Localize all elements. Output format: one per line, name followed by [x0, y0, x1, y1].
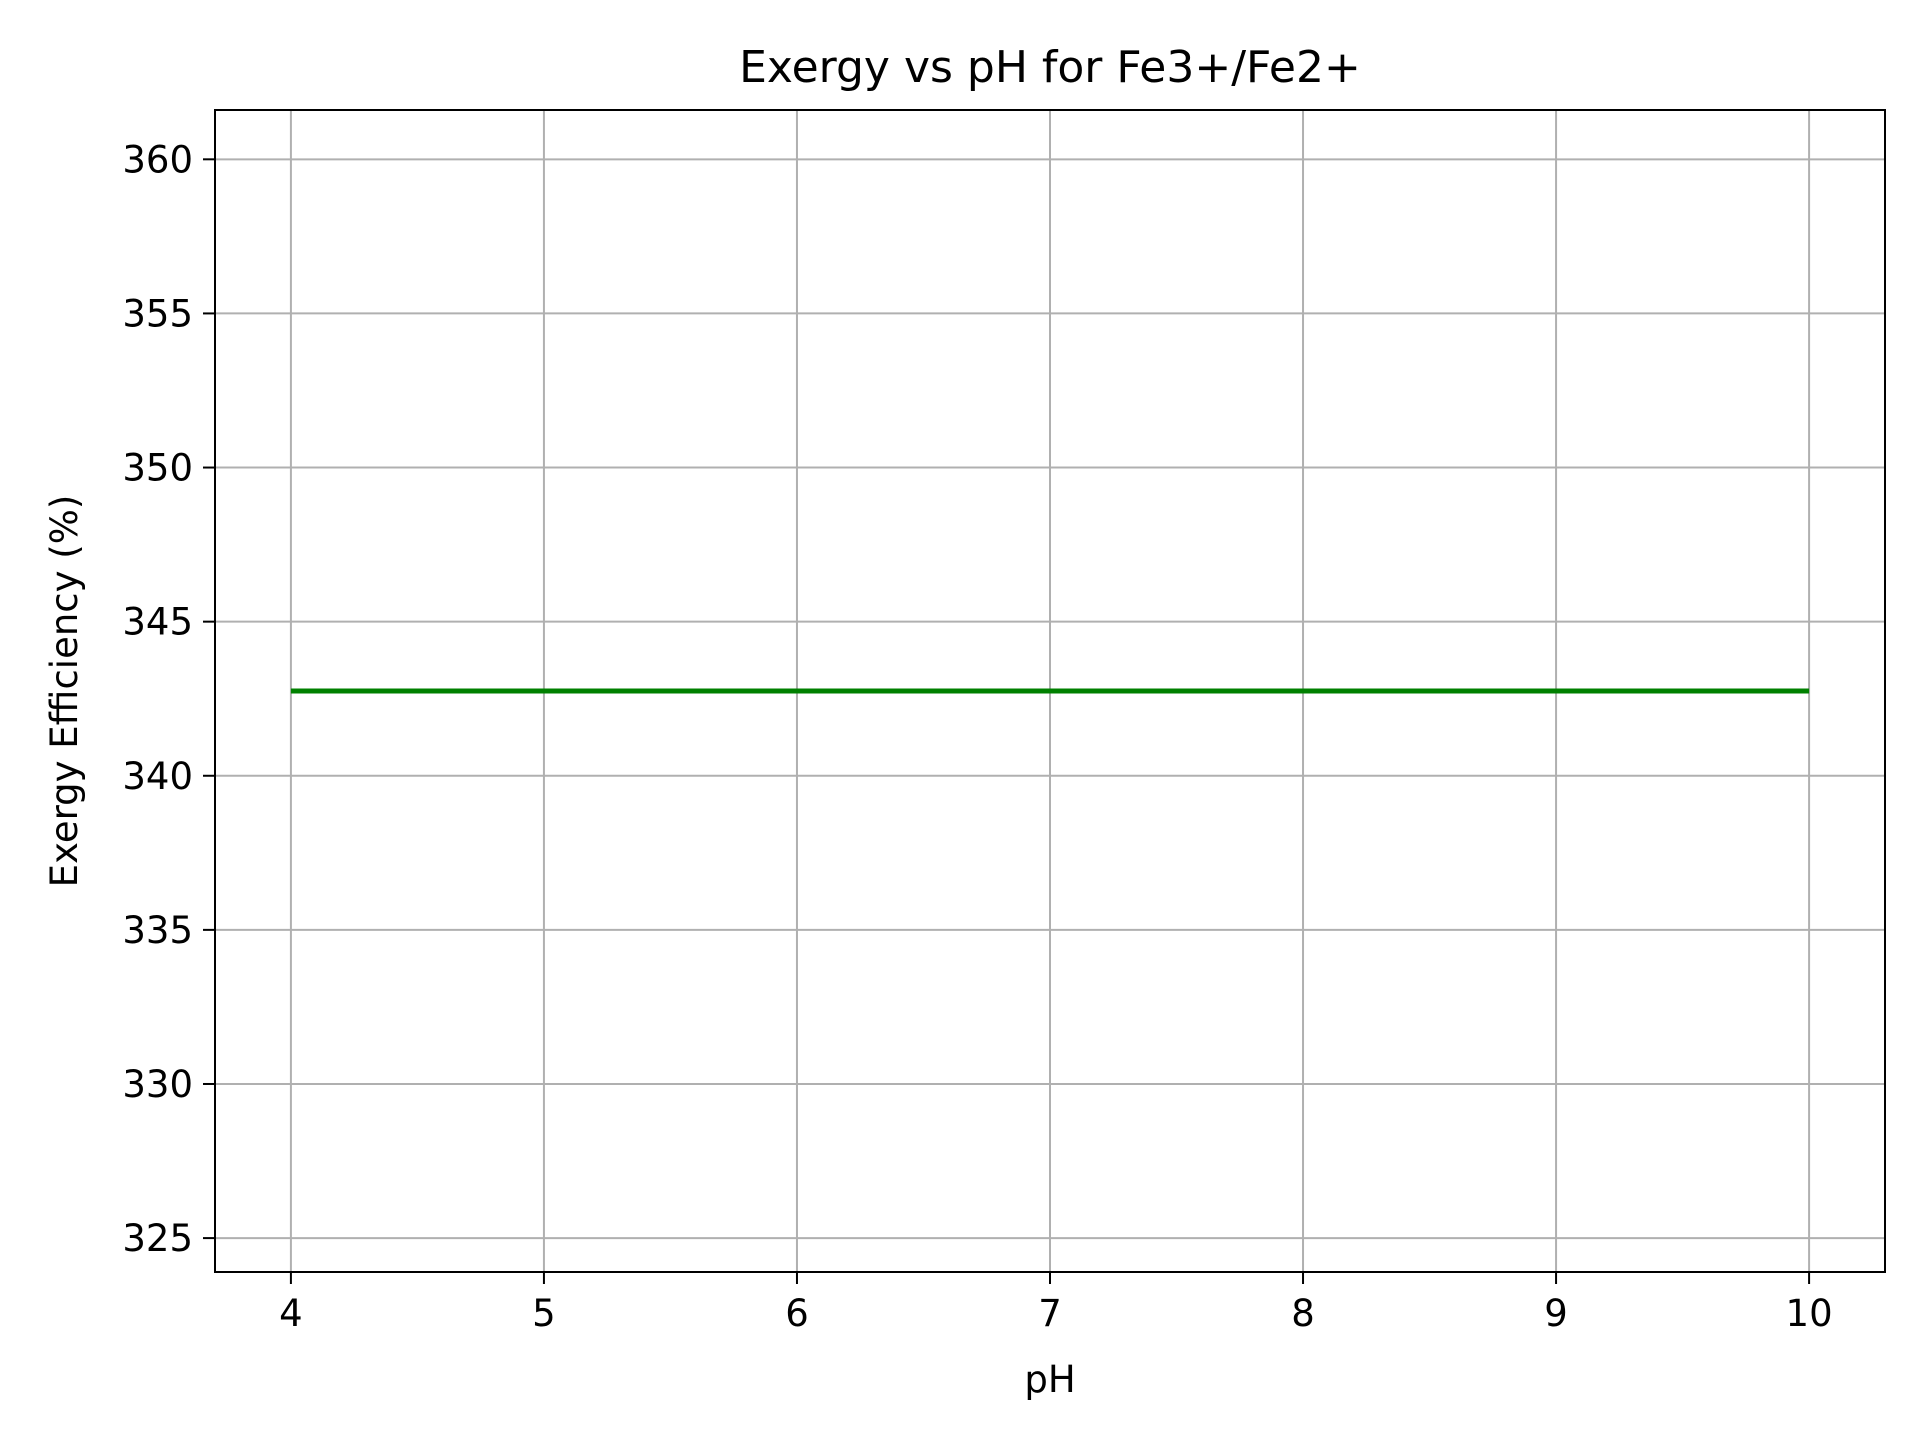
x-axis-title: pH — [1024, 1358, 1075, 1401]
y-tick-label: 325 — [122, 1217, 193, 1260]
x-tick-label: 10 — [1786, 1292, 1833, 1335]
x-tick-label: 7 — [1038, 1292, 1062, 1335]
y-tick-label: 360 — [122, 138, 193, 181]
x-tick-label: 6 — [785, 1292, 809, 1335]
y-tick-label: 345 — [122, 601, 193, 644]
y-tick-label: 330 — [122, 1063, 193, 1106]
y-tick-label: 355 — [122, 292, 193, 335]
chart-title: Exergy vs pH for Fe3+/Fe2+ — [739, 42, 1361, 93]
x-tick-label: 8 — [1291, 1292, 1315, 1335]
x-tick-label: 9 — [1544, 1292, 1568, 1335]
x-tick-label: 4 — [279, 1292, 303, 1335]
x-axis-ticks: 4 5 6 7 8 9 10 — [279, 1272, 1833, 1335]
y-axis-title: Exergy Efficiency (%) — [43, 495, 86, 888]
y-tick-label: 350 — [122, 447, 193, 490]
y-tick-label: 335 — [122, 909, 193, 952]
y-axis-ticks: 325 330 335 340 345 350 355 360 — [122, 138, 215, 1260]
y-tick-label: 340 — [122, 755, 193, 798]
x-tick-label: 5 — [532, 1292, 556, 1335]
